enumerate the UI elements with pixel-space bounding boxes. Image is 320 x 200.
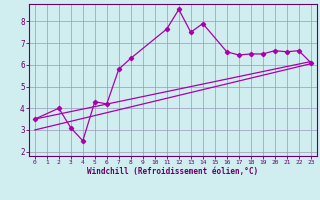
X-axis label: Windchill (Refroidissement éolien,°C): Windchill (Refroidissement éolien,°C) xyxy=(87,167,258,176)
